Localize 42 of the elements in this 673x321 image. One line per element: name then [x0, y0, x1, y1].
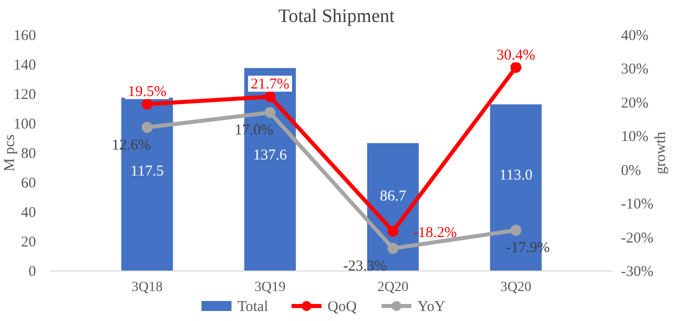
y2-tick-label: 40%: [621, 28, 648, 44]
x-tick-label: 3Q18: [132, 280, 163, 295]
y-tick-label: 0: [28, 264, 36, 280]
data-label: 137.6: [253, 147, 288, 164]
x-tick-label: 3Q19: [254, 280, 286, 295]
legend-label: YoY: [418, 299, 446, 315]
y-tick-label: 40: [21, 205, 36, 221]
y2-tick-label: 20%: [621, 95, 648, 112]
y-tick-label: 60: [21, 176, 36, 192]
y-tick-label: 160: [14, 28, 36, 44]
point: [387, 242, 398, 254]
y2-tick-label: 0%: [621, 162, 641, 179]
data-label: 113.0: [499, 167, 532, 184]
data-label: 19.5%: [128, 84, 166, 100]
point: [142, 122, 153, 133]
y-tick-label: 140: [14, 58, 36, 74]
data-label: 117.5: [130, 164, 164, 180]
x-tick-label: 2Q20: [377, 280, 409, 295]
chart-title: Total Shipment: [278, 6, 396, 27]
y-tick-label: 80: [21, 146, 36, 162]
point: [142, 98, 153, 110]
point: [510, 62, 522, 73]
y2-tick-label: 30%: [621, 62, 648, 78]
y-axis-title: M pcs: [2, 134, 18, 172]
legend-label: Total: [238, 299, 268, 315]
y2-tick-label: -30%: [621, 264, 654, 280]
y-tick-label: 100: [14, 116, 36, 132]
x-tick-label: 3Q20: [500, 280, 532, 295]
data-label: 30.4%: [496, 47, 536, 64]
point: [510, 224, 522, 236]
y2-axis-title: growth: [653, 131, 669, 174]
legend-label: QoQ: [328, 299, 357, 315]
y-tick-label: 120: [14, 87, 36, 103]
point: [264, 107, 276, 118]
y2-tick-label: -10%: [621, 196, 654, 213]
data-label: 86.7: [380, 188, 407, 205]
point: [264, 91, 276, 102]
y-tick-label: 20: [21, 234, 36, 250]
point: [387, 226, 398, 237]
data-label: 21.7%: [250, 76, 290, 93]
y2-tick-label: 10%: [621, 129, 648, 146]
y2-tick-label: -20%: [621, 230, 654, 246]
